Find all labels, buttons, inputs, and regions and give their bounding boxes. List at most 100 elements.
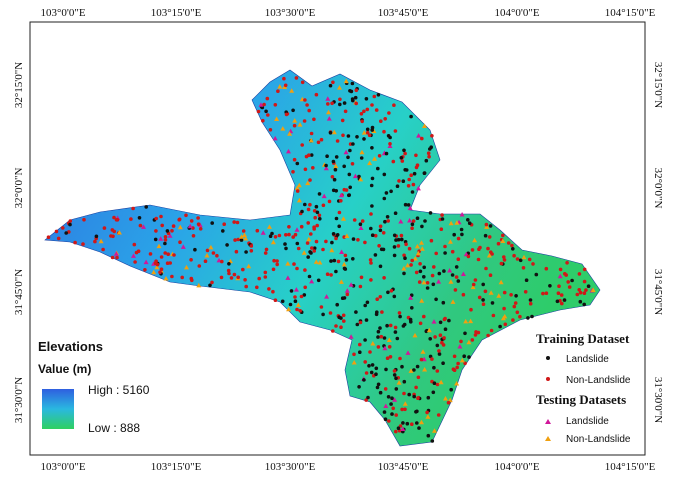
non-landslide-point — [165, 261, 170, 266]
landslide-point — [348, 185, 353, 190]
non-landslide-point — [196, 222, 201, 226]
landslide-point — [370, 146, 374, 150]
non-landslide-point — [303, 167, 308, 172]
non-landslide-point — [402, 391, 406, 396]
test-landslide-point — [348, 334, 354, 339]
landslide-point — [428, 337, 433, 341]
non-landslide-point — [287, 225, 291, 229]
non-landslide-point — [115, 255, 119, 260]
test-landslide-point — [293, 287, 299, 292]
landslide-point — [399, 156, 404, 160]
non-landslide-point — [93, 239, 97, 244]
elevation-ramp — [42, 389, 74, 429]
landslide-point — [389, 402, 393, 406]
non-landslide-point — [443, 244, 447, 249]
test-non-landslide-point — [277, 84, 283, 89]
landslide-point — [317, 192, 322, 196]
non-landslide-point — [307, 108, 312, 113]
landslide-point — [374, 372, 378, 377]
non-landslide-point — [272, 258, 276, 263]
test-non-landslide-point — [359, 149, 365, 155]
non-landslide-point — [389, 289, 394, 293]
landslide-point — [454, 265, 459, 269]
non-landslide-point — [292, 262, 296, 266]
landslide-point — [422, 171, 427, 175]
non-landslide-point — [459, 339, 463, 344]
non-landslide-point — [515, 310, 520, 315]
non-landslide-point — [403, 151, 407, 156]
landslide-point — [382, 336, 387, 340]
test-non-landslide-point — [472, 237, 478, 243]
landslide-point — [428, 211, 433, 215]
landslide-point — [412, 171, 417, 176]
landslide-point — [357, 385, 361, 389]
non-landslide-point — [577, 288, 581, 292]
non-landslide-point — [487, 235, 492, 239]
test-landslide-point — [436, 279, 442, 284]
landslide-point — [398, 314, 402, 319]
non-landslide-point — [46, 235, 51, 239]
non-landslide-point — [236, 237, 240, 242]
landslide-point — [344, 258, 349, 262]
landslide-point — [244, 250, 248, 254]
non-landslide-point — [360, 219, 365, 223]
landslide-point — [350, 97, 355, 101]
landslide-point — [442, 269, 446, 273]
non-landslide-point — [220, 259, 224, 264]
non-landslide-point — [373, 233, 378, 238]
landslide-point — [306, 255, 311, 259]
test-landslide-point — [431, 319, 437, 324]
non-landslide-point — [435, 369, 440, 373]
landslide-point — [441, 361, 445, 366]
landslide-point — [430, 439, 435, 443]
landslide-point — [314, 204, 319, 209]
test-non-landslide-point — [227, 258, 233, 264]
test-non-landslide-point — [343, 78, 349, 84]
non-landslide-point — [109, 234, 113, 238]
test-non-landslide-point — [351, 360, 357, 365]
test-non-landslide-point — [454, 220, 460, 225]
landslide-point — [338, 102, 342, 107]
non-landslide-point — [313, 215, 318, 220]
non-landslide-point — [298, 309, 303, 313]
landslide-point — [548, 284, 552, 288]
landslide-point — [463, 331, 467, 336]
test-landslide-point — [285, 275, 291, 280]
test-non-landslide-point — [361, 130, 367, 135]
landslide-point — [332, 177, 337, 182]
test-non-landslide-point — [297, 122, 303, 127]
landslide-point — [385, 215, 390, 219]
landslide-point — [68, 222, 72, 227]
landslide-point — [383, 417, 388, 422]
non-landslide-point — [411, 219, 416, 223]
landslide-point — [370, 363, 375, 367]
non-landslide-point — [310, 246, 314, 250]
non-landslide-point — [249, 249, 254, 253]
test-non-landslide-point — [419, 246, 425, 251]
non-landslide-point — [312, 227, 317, 231]
landslide-point — [373, 253, 378, 257]
non-landslide-point — [454, 275, 459, 279]
landslide-point — [362, 137, 366, 141]
test-non-landslide-point — [305, 180, 311, 186]
non-landslide-point — [564, 273, 568, 277]
non-landslide-point — [403, 407, 407, 412]
test-landslide-point — [400, 426, 406, 431]
landslide-point — [450, 273, 455, 277]
non-landslide-point — [305, 103, 309, 107]
landslide-point — [382, 410, 387, 414]
non-landslide-point — [544, 291, 549, 296]
non-landslide-point — [528, 301, 533, 306]
non-landslide-point — [227, 271, 231, 276]
non-landslide-point — [293, 295, 297, 299]
landslide-point — [428, 354, 433, 359]
test-non-landslide-point — [590, 287, 596, 292]
landslide-point — [351, 142, 355, 146]
landslide-point — [432, 365, 436, 370]
non-landslide-point — [510, 243, 514, 248]
non-landslide-point — [364, 398, 369, 402]
non-landslide-point — [409, 173, 414, 177]
landslide-point — [353, 95, 358, 100]
non-landslide-point — [339, 199, 343, 203]
non-landslide-point — [306, 221, 311, 225]
